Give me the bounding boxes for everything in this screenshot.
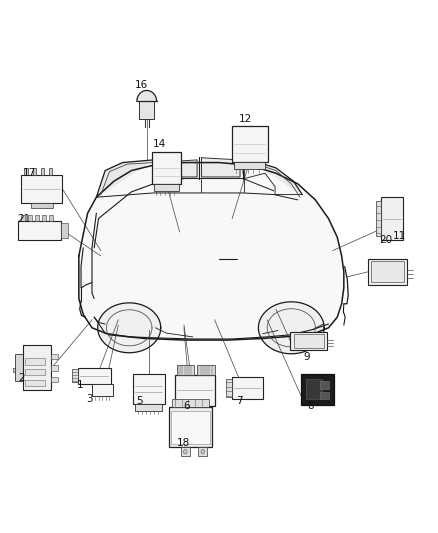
Bar [305, 379, 322, 399]
Polygon shape [201, 158, 240, 177]
Text: 14: 14 [152, 139, 166, 149]
Bar [376, 201, 381, 236]
Circle shape [201, 450, 205, 454]
Text: 7: 7 [236, 396, 243, 406]
Text: 1: 1 [77, 380, 84, 390]
Bar [49, 215, 53, 221]
Bar [28, 215, 32, 221]
Bar [169, 407, 212, 448]
Text: 2: 2 [18, 374, 25, 383]
Text: 18: 18 [177, 439, 190, 448]
Bar [181, 448, 190, 456]
Polygon shape [96, 160, 153, 197]
Bar [175, 375, 215, 406]
Bar [52, 354, 58, 359]
Bar [72, 369, 78, 382]
Text: 20: 20 [379, 235, 392, 245]
Bar [41, 168, 44, 175]
Polygon shape [137, 91, 157, 101]
Bar [21, 175, 63, 203]
Bar [320, 392, 328, 399]
Bar [25, 358, 45, 365]
Bar [133, 374, 165, 404]
Text: 5: 5 [136, 397, 143, 406]
Text: 8: 8 [307, 401, 314, 411]
Bar [198, 365, 215, 375]
Bar [32, 168, 36, 175]
Bar [139, 101, 154, 119]
Bar [154, 184, 179, 191]
Circle shape [184, 450, 187, 454]
Bar [61, 223, 68, 238]
Bar [381, 197, 403, 240]
Bar [368, 259, 407, 285]
Bar [234, 162, 265, 169]
Bar [135, 404, 162, 411]
Bar [177, 365, 194, 375]
Bar [320, 381, 328, 389]
Bar [21, 215, 25, 221]
Bar [35, 215, 39, 221]
Text: 16: 16 [134, 80, 148, 90]
Text: 9: 9 [303, 352, 310, 362]
Bar [226, 379, 232, 397]
Bar [152, 152, 181, 184]
Bar [25, 369, 45, 375]
Bar [172, 399, 209, 407]
Text: 17: 17 [23, 168, 36, 177]
Text: 12: 12 [239, 115, 252, 124]
Polygon shape [98, 303, 161, 353]
Bar [232, 377, 263, 399]
Bar [52, 366, 58, 371]
Text: 3: 3 [86, 394, 93, 403]
Bar [31, 203, 53, 208]
Bar [42, 215, 46, 221]
Bar [232, 126, 268, 162]
Bar [290, 332, 327, 351]
Text: 11: 11 [393, 231, 406, 240]
Bar [23, 345, 52, 390]
Bar [25, 379, 45, 386]
Polygon shape [250, 160, 302, 195]
Bar [198, 448, 207, 456]
Polygon shape [258, 302, 324, 354]
Text: 21: 21 [18, 214, 31, 223]
Bar [293, 335, 324, 348]
Polygon shape [79, 163, 344, 340]
Bar [371, 261, 404, 282]
Bar [301, 374, 334, 405]
Polygon shape [156, 160, 197, 177]
Bar [15, 354, 23, 382]
Bar [92, 384, 113, 396]
Bar [24, 168, 28, 175]
Bar [52, 377, 58, 383]
Bar [13, 368, 51, 372]
Text: 6: 6 [183, 401, 190, 411]
Bar [49, 168, 53, 175]
Bar [78, 368, 110, 384]
Bar [18, 221, 61, 240]
Bar [171, 410, 210, 445]
